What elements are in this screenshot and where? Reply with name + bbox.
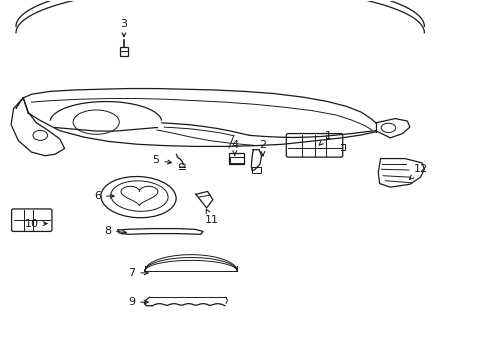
Text: 12: 12 xyxy=(409,164,427,179)
Text: 11: 11 xyxy=(204,209,218,225)
Text: 3: 3 xyxy=(120,18,127,37)
Text: 6: 6 xyxy=(94,191,114,201)
Text: 1: 1 xyxy=(319,131,331,145)
Text: 4: 4 xyxy=(231,140,238,156)
Text: 2: 2 xyxy=(259,140,266,156)
Text: 5: 5 xyxy=(152,156,171,165)
Text: 9: 9 xyxy=(128,297,148,307)
Bar xyxy=(119,47,128,56)
Bar xyxy=(228,153,244,164)
Text: 7: 7 xyxy=(128,268,148,278)
Text: 8: 8 xyxy=(103,226,126,236)
Text: 10: 10 xyxy=(24,219,47,229)
Bar xyxy=(252,167,261,173)
Bar xyxy=(229,157,243,163)
